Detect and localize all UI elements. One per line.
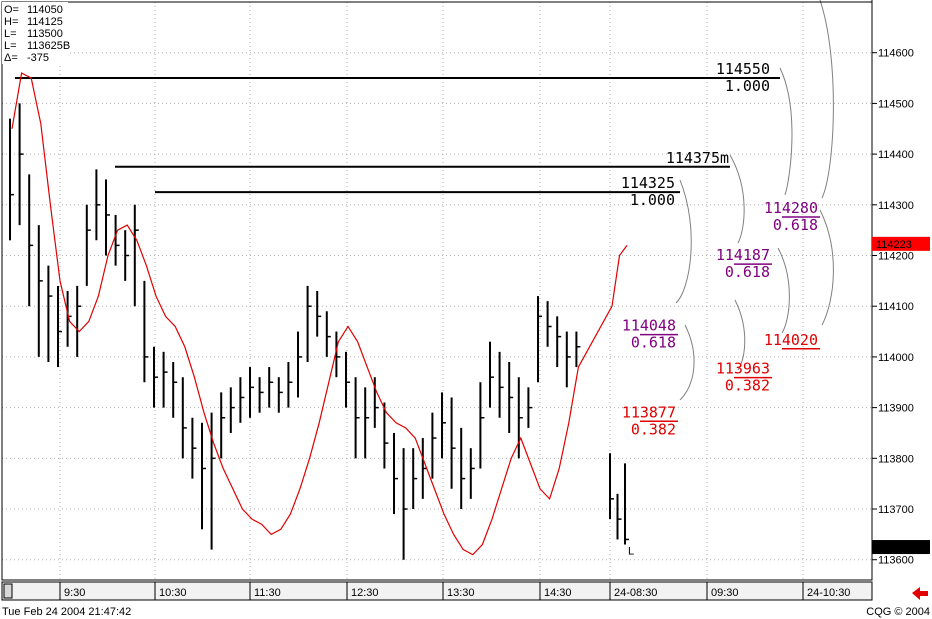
scrollbar-thumb [3,583,13,599]
ohlc-label: L= [4,28,17,40]
ohlc-label: L= [4,40,17,52]
fib-level-ratio: 1.000 [725,77,770,95]
x-tick-label: 09:30 [711,587,739,599]
ohlc-value: 113500 [27,28,63,40]
ohlc-value: 113625B [27,40,70,52]
last-price-flag [872,236,930,251]
ohlc-label: H= [4,16,18,28]
fib-levels [15,0,834,423]
fib-level-value: 114375 [666,149,720,167]
x-tick-label: 24-10:30 [807,587,850,599]
retracement-value: 113963 [716,360,770,378]
retracement-ratio: 0.618 [725,263,770,281]
retracement-ratio: 0.382 [631,420,676,438]
fib-connector-arc [729,154,745,244]
x-tick-label: 12:30 [351,587,379,599]
fib-connector-arc [819,0,834,199]
grid [2,2,872,580]
last-close-flag [872,540,930,555]
ohlc-box [2,2,68,64]
last-bar-marker: L [628,546,634,558]
retracement-ratio: 0.382 [725,377,770,395]
y-tick-label: 114600 [878,48,914,60]
y-tick-label: 113600 [878,555,914,567]
fib-connector-arc [777,247,790,334]
y-tick-label: 114200 [878,251,914,263]
fib-connector-arc [779,67,793,196]
ohlc-label: Δ= [4,52,18,64]
fib-level-marker: m [720,149,729,167]
x-tick-label: 13:30 [447,587,475,599]
retracement-value: 114048 [622,317,676,335]
y-tick-label: 113900 [878,403,914,415]
price-bars: L [9,103,634,560]
status-copyright: CQG © 2004 [866,606,930,618]
status-datetime: Tue Feb 24 2004 21:47:42 [2,606,131,618]
x-tick-label: 14:30 [544,587,572,599]
last-close-label: 113625 [876,542,912,554]
ohlc-value: -375 [27,52,49,64]
retracement-value: 114020 [764,331,818,349]
fib-connector-arc [679,324,695,401]
x-tick-label: 11:30 [254,587,281,599]
retracement-value: 114280 [764,199,818,217]
y-tick-label: 114000 [878,352,914,364]
line-series-path [11,72,628,556]
x-axis-band [1,581,873,601]
y-tick-label: 113700 [878,504,914,516]
x-tick-label: 9:30 [64,587,85,599]
fib-connector-arc [734,299,746,371]
line-series [11,72,628,556]
ohlc-value: 114050 [27,4,63,16]
fib-level-value: 114325 [621,174,675,192]
y-tick-label: 114400 [878,149,914,161]
x-tick-label: 10:30 [159,587,187,599]
last-price-label: 114223 [876,239,912,251]
retracement-ratio: 0.618 [773,216,818,234]
y-tick-label: 114100 [878,301,914,313]
ohlc-readout: O= 114050 H= 114125 L= 113500 L= 113625B Δ= -375 [2,2,70,64]
retracement-ratio: 0.618 [631,334,676,352]
axes: 114600 114500 114400 114300 114200 114100 1140… [1,0,930,601]
y-tick-label: 113800 [878,453,914,465]
fib-connector-arc [819,209,834,326]
y-tick-label: 114500 [878,98,914,110]
fib-connector-arc [675,179,692,304]
y-tick-label: 114300 [878,200,914,212]
scroll-left-arrow-icon[interactable] [912,587,928,600]
fib-level-value: 114550 [716,60,770,78]
ohlc-label: O= [4,4,19,16]
ohlc-value: 114125 [27,16,63,28]
retracement-value: 113877 [622,403,676,421]
retracement-value: 114187 [716,246,770,264]
fib-level-ratio: 1.000 [630,191,675,209]
x-tick-label: 24-08:30 [614,587,657,599]
